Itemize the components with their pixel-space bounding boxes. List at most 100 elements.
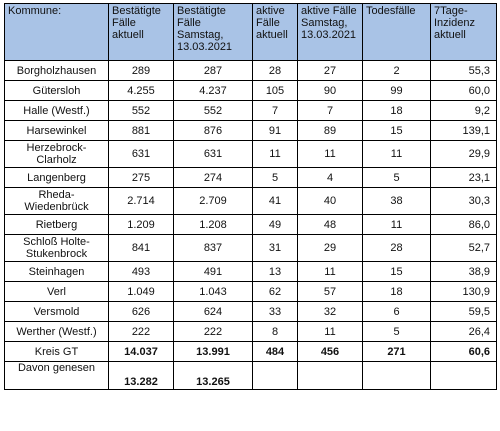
header-aktiv-aktuell: aktive Fälle aktuell	[252, 3, 298, 61]
cell-aktiv-aktuell: 5	[252, 167, 298, 188]
table-row: Rietberg 1.209 1.208 49 48 11 86,0	[4, 214, 497, 235]
cell-aktiv-samstag: 32	[297, 301, 363, 322]
recovered-row: Davon genesen 13.282 13.265	[4, 361, 497, 390]
table-row: Borgholzhausen 289 287 28 27 2 55,3	[4, 60, 497, 81]
cell-todesfaelle: 15	[362, 261, 431, 282]
cell-bestaetigt-samstag: 491	[173, 261, 253, 282]
cell-aktiv-aktuell: 13	[252, 261, 298, 282]
cell-inzidenz: 29,9	[430, 140, 497, 168]
cell-bestaetigt-aktuell: 1.209	[108, 214, 174, 235]
cell-aktiv-aktuell: 7	[252, 100, 298, 121]
cell-bestaetigt-aktuell: 2.714	[108, 187, 174, 215]
cell-recovered-samstag: 13.265	[173, 361, 253, 390]
cell-bestaetigt-samstag: 2.709	[173, 187, 253, 215]
cell-aktiv-samstag: 7	[297, 100, 363, 121]
cell-inzidenz: 60,6	[430, 341, 497, 362]
cell-bestaetigt-aktuell: 631	[108, 140, 174, 168]
cell-aktiv-samstag: 11	[297, 140, 363, 168]
cell-bestaetigt-aktuell: 222	[108, 321, 174, 342]
cell-aktiv-samstag: 40	[297, 187, 363, 215]
cell-bestaetigt-aktuell: 4.255	[108, 80, 174, 101]
header-aktiv-samstag: aktive Fälle Samstag, 13.03.2021	[297, 3, 363, 61]
table-row: Langenberg 275 274 5 4 5 23,1	[4, 167, 497, 188]
cell-todesfaelle: 18	[362, 100, 431, 121]
cell-aktiv-aktuell: 8	[252, 321, 298, 342]
table-row: Gütersloh 4.255 4.237 105 90 99 60,0	[4, 80, 497, 101]
header-kommune: Kommune:	[4, 3, 109, 61]
cell-inzidenz: 30,3	[430, 187, 497, 215]
table-row: Versmold 626 624 33 32 6 59,5	[4, 301, 497, 322]
cell-todesfaelle: 18	[362, 281, 431, 302]
cell-aktiv-aktuell: 105	[252, 80, 298, 101]
cell-aktiv-aktuell: 33	[252, 301, 298, 322]
cell-kommune: Rietberg	[4, 214, 109, 235]
cell-bestaetigt-aktuell: 841	[108, 234, 174, 262]
cell-kommune: Rheda-Wiedenbrück	[4, 187, 109, 215]
cell-bestaetigt-samstag: 876	[173, 120, 253, 141]
cell-kommune: Herzebrock-Clarholz	[4, 140, 109, 168]
cell-inzidenz: 59,5	[430, 301, 497, 322]
cell-todesfaelle: 2	[362, 60, 431, 81]
cell-bestaetigt-samstag: 274	[173, 167, 253, 188]
total-row: Kreis GT 14.037 13.991 484 456 271 60,6	[4, 341, 497, 362]
cell-inzidenz: 26,4	[430, 321, 497, 342]
cell-inzidenz: 55,3	[430, 60, 497, 81]
cell-inzidenz: 139,1	[430, 120, 497, 141]
table-row: Werther (Westf.) 222 222 8 11 5 26,4	[4, 321, 497, 342]
cell-kommune: Steinhagen	[4, 261, 109, 282]
cell-bestaetigt-samstag: 1.208	[173, 214, 253, 235]
cell-todesfaelle: 5	[362, 167, 431, 188]
table-row: Rheda-Wiedenbrück 2.714 2.709 41 40 38 3…	[4, 187, 497, 215]
header-inzidenz: 7Tage-Inzidenz aktuell	[430, 3, 497, 61]
cell-aktiv-aktuell: 62	[252, 281, 298, 302]
cell-inzidenz: 60,0	[430, 80, 497, 101]
cell-aktiv-samstag: 27	[297, 60, 363, 81]
cell-empty	[252, 361, 298, 390]
cell-aktiv-samstag: 89	[297, 120, 363, 141]
cell-empty	[362, 361, 431, 390]
cell-bestaetigt-aktuell: 552	[108, 100, 174, 121]
cell-bestaetigt-samstag: 552	[173, 100, 253, 121]
table-row: Harsewinkel 881 876 91 89 15 139,1	[4, 120, 497, 141]
cell-todesfaelle: 5	[362, 321, 431, 342]
cell-kommune: Halle (Westf.)	[4, 100, 109, 121]
cell-bestaetigt-aktuell: 881	[108, 120, 174, 141]
cell-todesfaelle: 11	[362, 214, 431, 235]
cell-bestaetigt-samstag: 13.991	[173, 341, 253, 362]
cell-aktiv-samstag: 11	[297, 261, 363, 282]
cell-todesfaelle: 28	[362, 234, 431, 262]
cell-aktiv-aktuell: 41	[252, 187, 298, 215]
cell-kommune: Verl	[4, 281, 109, 302]
cell-aktiv-aktuell: 31	[252, 234, 298, 262]
cell-aktiv-samstag: 456	[297, 341, 363, 362]
cell-recovered-aktuell: 13.282	[108, 361, 174, 390]
cell-aktiv-aktuell: 49	[252, 214, 298, 235]
cell-inzidenz: 9,2	[430, 100, 497, 121]
cell-inzidenz: 52,7	[430, 234, 497, 262]
cell-kommune: Gütersloh	[4, 80, 109, 101]
cell-bestaetigt-samstag: 287	[173, 60, 253, 81]
cell-inzidenz: 130,9	[430, 281, 497, 302]
cell-kommune: Schloß Holte-Stukenbrock	[4, 234, 109, 262]
cell-kommune: Kreis GT	[4, 341, 109, 362]
cell-kommune: Harsewinkel	[4, 120, 109, 141]
cell-bestaetigt-samstag: 222	[173, 321, 253, 342]
header-row: Kommune: Bestätigte Fälle aktuell Bestät…	[4, 3, 497, 61]
cell-aktiv-aktuell: 91	[252, 120, 298, 141]
cell-aktiv-aktuell: 11	[252, 140, 298, 168]
cell-todesfaelle: 15	[362, 120, 431, 141]
cell-aktiv-aktuell: 28	[252, 60, 298, 81]
cell-recovered-label: Davon genesen	[4, 361, 109, 390]
cell-bestaetigt-samstag: 631	[173, 140, 253, 168]
covid-table-container: Kommune: Bestätigte Fälle aktuell Bestät…	[4, 3, 497, 428]
cell-todesfaelle: 11	[362, 140, 431, 168]
header-bestaetigt-aktuell: Bestätigte Fälle aktuell	[108, 3, 174, 61]
cell-bestaetigt-aktuell: 289	[108, 60, 174, 81]
cell-aktiv-samstag: 11	[297, 321, 363, 342]
cell-empty	[297, 361, 363, 390]
table-row: Verl 1.049 1.043 62 57 18 130,9	[4, 281, 497, 302]
cell-bestaetigt-samstag: 837	[173, 234, 253, 262]
cell-bestaetigt-samstag: 624	[173, 301, 253, 322]
cell-todesfaelle: 99	[362, 80, 431, 101]
cell-kommune: Borgholzhausen	[4, 60, 109, 81]
